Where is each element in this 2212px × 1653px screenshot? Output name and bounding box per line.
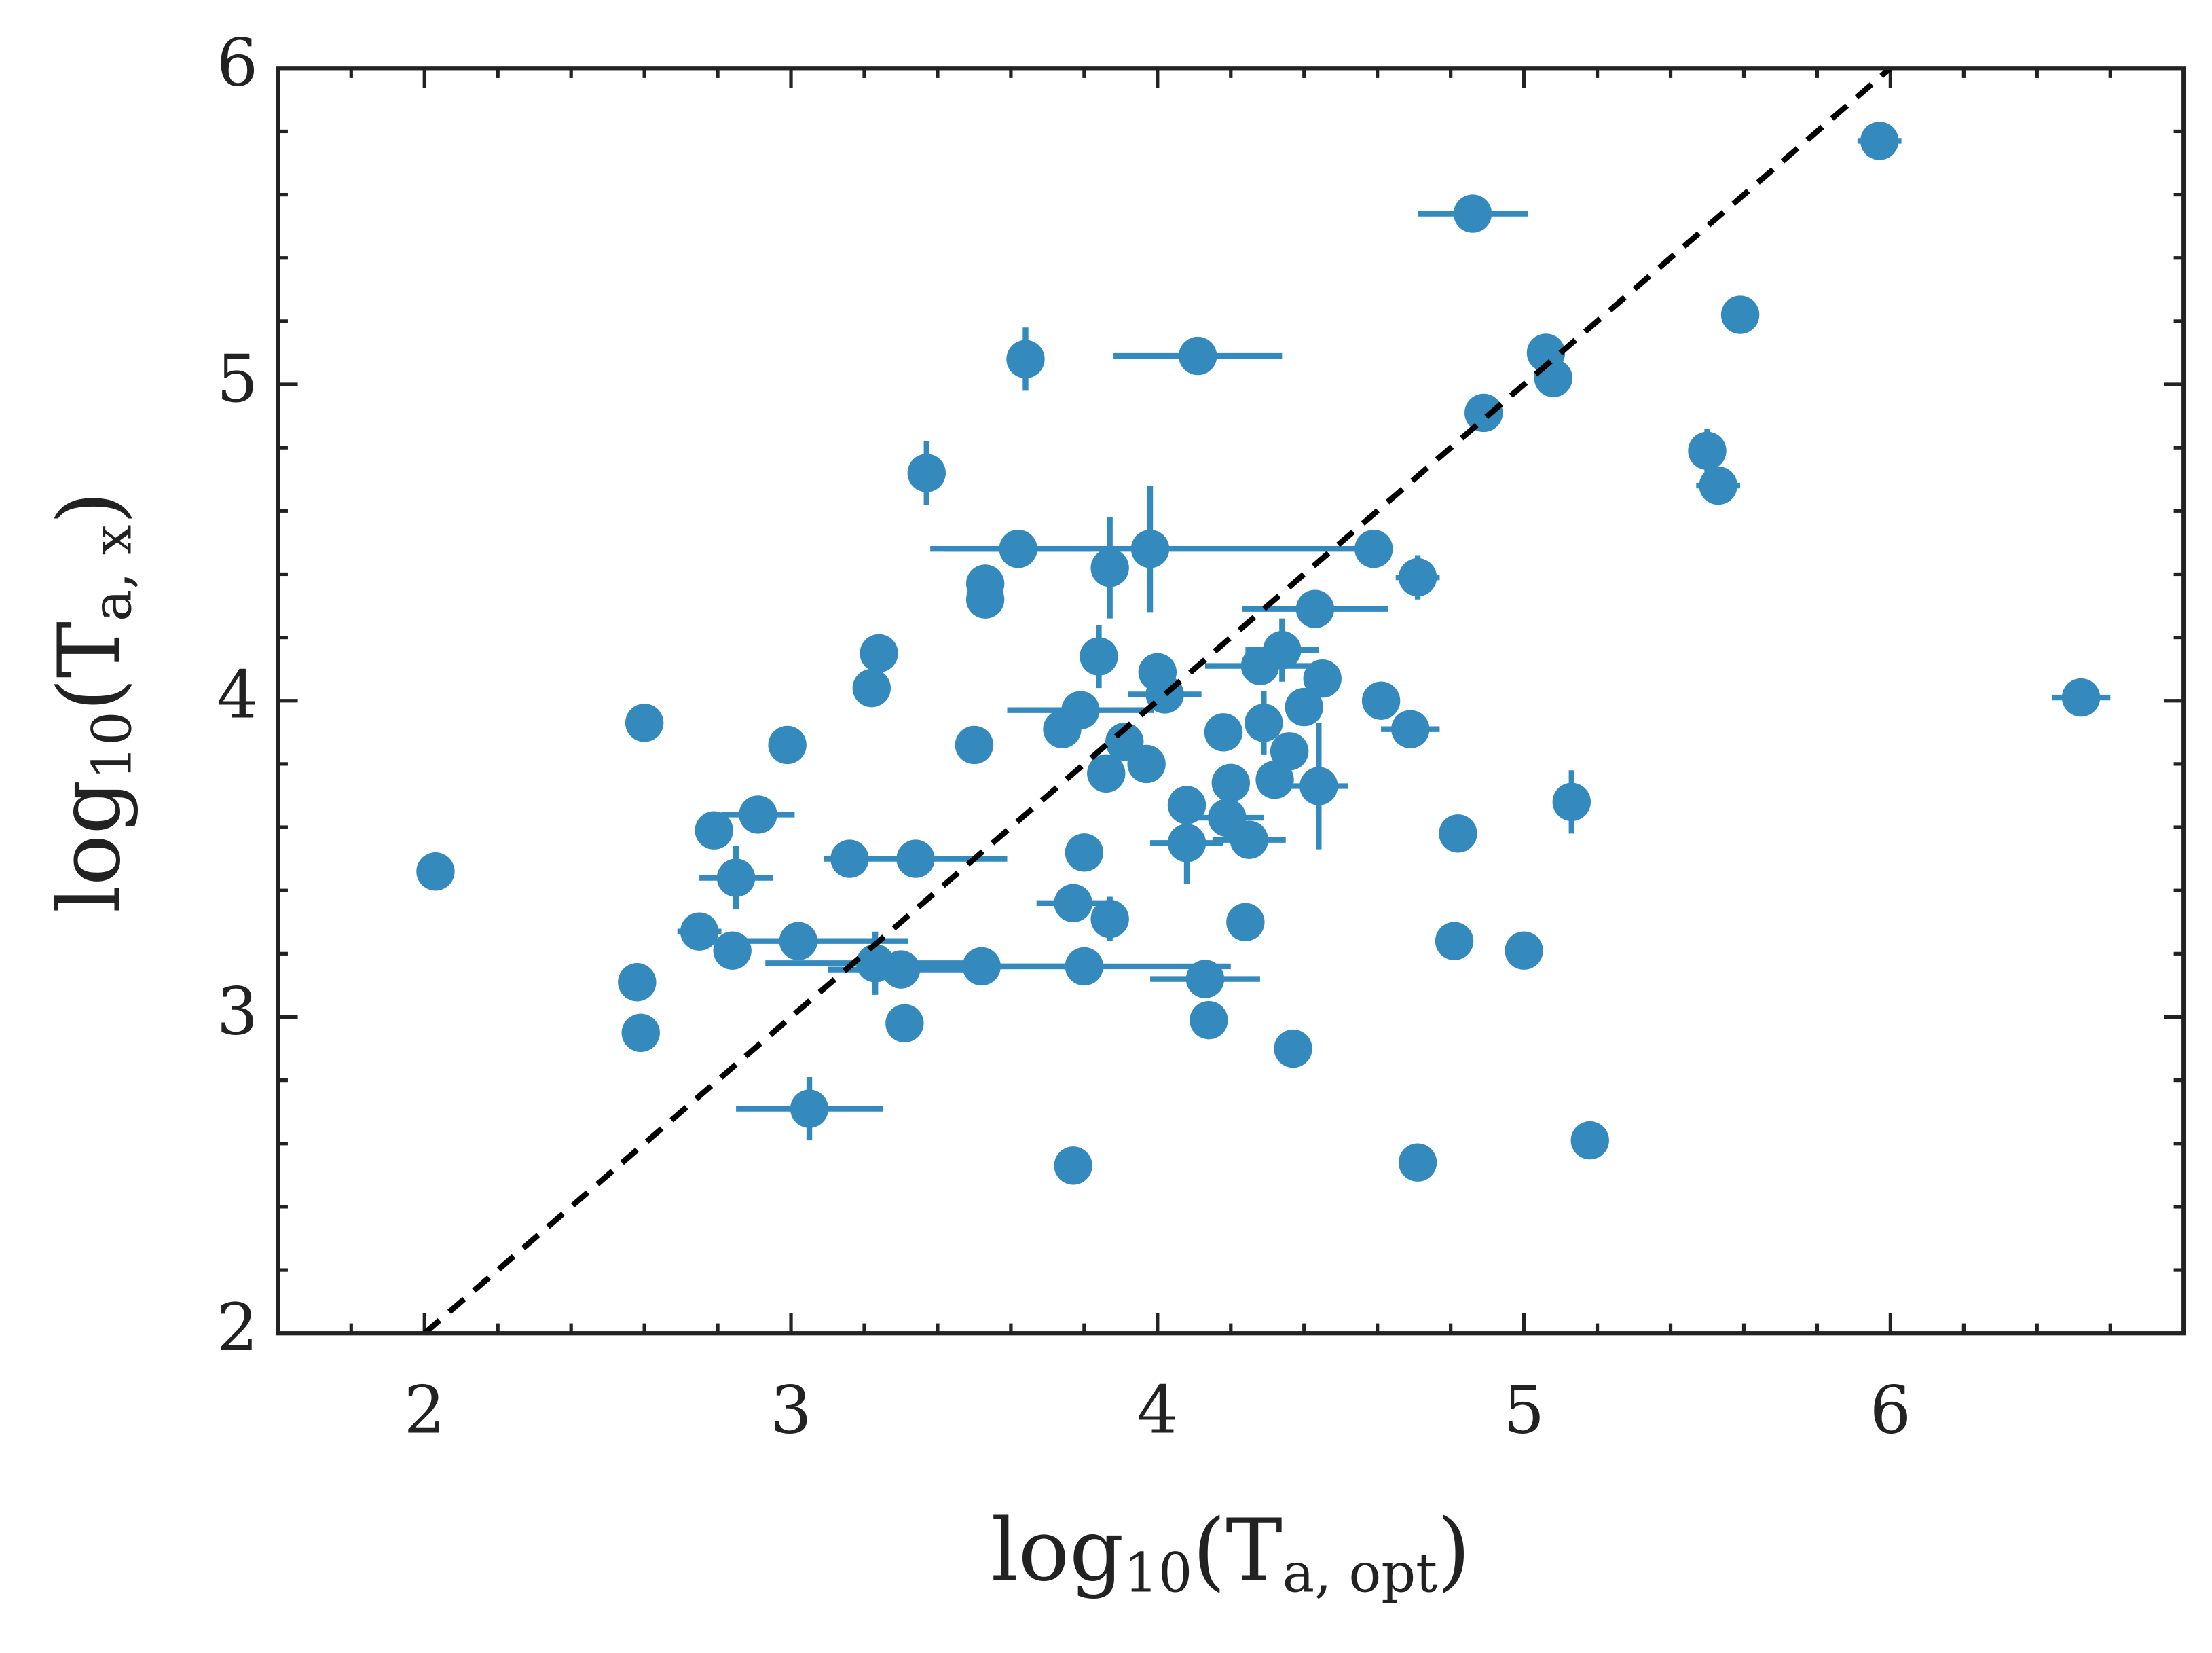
point — [1688, 431, 1727, 471]
point — [860, 634, 898, 673]
point — [1534, 359, 1572, 397]
label-part: ) — [40, 492, 139, 525]
point — [618, 963, 657, 1002]
point — [1167, 824, 1206, 862]
point — [955, 725, 994, 765]
point — [1354, 530, 1393, 568]
point — [1720, 295, 1760, 334]
label-part: ) — [1437, 1501, 1471, 1600]
point — [1204, 713, 1243, 752]
point — [1439, 814, 1477, 853]
point — [852, 668, 891, 708]
point — [1398, 1143, 1437, 1182]
label-part: (T — [1192, 1501, 1282, 1600]
point — [1361, 681, 1401, 720]
y-tick-label: 2 — [217, 1290, 258, 1366]
label-part: (T — [40, 621, 139, 711]
point — [1230, 820, 1268, 859]
point — [1699, 466, 1737, 505]
point — [768, 725, 807, 765]
point — [1179, 336, 1217, 376]
point — [1860, 122, 1899, 160]
point — [896, 839, 935, 878]
point — [1065, 833, 1104, 872]
point — [621, 1013, 660, 1052]
point — [1464, 393, 1503, 433]
y-axis-label: log10(Ta, x) — [40, 492, 143, 913]
y-tick-label: 4 — [217, 657, 258, 733]
plot-frame — [276, 66, 2186, 1336]
point — [1263, 631, 1302, 670]
point — [680, 912, 719, 951]
point — [1090, 899, 1129, 939]
point — [1274, 1029, 1312, 1068]
label-part: log — [991, 1501, 1124, 1600]
point — [1054, 884, 1092, 923]
point — [1391, 710, 1430, 748]
point — [1303, 659, 1342, 698]
y-tick-label: 3 — [217, 973, 258, 1049]
point — [1006, 340, 1045, 378]
point — [1453, 194, 1492, 233]
point — [1398, 558, 1437, 597]
label-part: a, x — [80, 524, 143, 621]
point — [1087, 754, 1126, 793]
y-tick-label: 5 — [217, 341, 258, 417]
x-tick-label: 4 — [1137, 1372, 1178, 1448]
point — [965, 580, 1005, 619]
point — [1570, 1121, 1609, 1160]
point — [885, 1004, 924, 1042]
point — [716, 858, 756, 897]
point — [1185, 960, 1225, 998]
point — [779, 922, 818, 960]
point — [1299, 767, 1338, 805]
point — [1211, 763, 1250, 803]
x-tick-label: 2 — [404, 1372, 445, 1448]
point — [1435, 922, 1474, 960]
x-tick-label: 3 — [770, 1372, 811, 1448]
point — [1245, 704, 1283, 742]
point — [1270, 732, 1309, 771]
point — [1552, 782, 1591, 821]
point — [790, 1089, 829, 1128]
point — [1061, 691, 1100, 729]
point — [625, 704, 664, 742]
point — [1190, 1000, 1228, 1040]
point — [1255, 760, 1294, 799]
point — [1295, 589, 1335, 628]
label-part: 10 — [80, 711, 143, 780]
x-axis-label: log10(Ta, opt) — [991, 1501, 1471, 1604]
point — [695, 811, 733, 850]
point — [907, 454, 946, 492]
point — [2061, 678, 2101, 717]
point — [1127, 744, 1166, 784]
point — [1080, 637, 1118, 676]
label-part: log — [40, 780, 139, 913]
point — [1130, 530, 1170, 568]
point — [1065, 947, 1104, 986]
y-tick-label: 6 — [217, 24, 258, 101]
point — [1505, 931, 1543, 970]
point — [416, 852, 455, 891]
point — [1054, 1146, 1092, 1185]
point — [739, 795, 777, 834]
label-part: 10 — [1124, 1541, 1192, 1604]
reference-line — [422, 66, 1893, 1336]
x-tick-label: 6 — [1870, 1372, 1911, 1448]
point — [1090, 548, 1129, 587]
point — [881, 950, 921, 989]
point — [1226, 903, 1265, 941]
label-part: a, opt — [1283, 1541, 1437, 1604]
point — [1285, 687, 1323, 727]
x-tick-label: 5 — [1503, 1372, 1545, 1448]
point — [713, 931, 752, 970]
